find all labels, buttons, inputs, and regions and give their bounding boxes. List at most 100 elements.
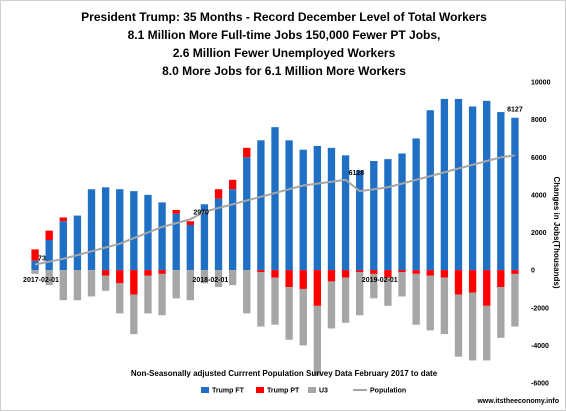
- bar-trump-pt: [511, 270, 519, 274]
- bar-trump-ft: [497, 112, 505, 271]
- bar-u3: [398, 272, 406, 297]
- bar-trump-ft: [285, 140, 293, 271]
- bar-u3: [31, 270, 39, 274]
- bar-trump-pt: [158, 270, 166, 274]
- bar-trump-ft: [384, 159, 392, 271]
- bar-trump-ft: [87, 189, 96, 271]
- bar-u3: [511, 273, 519, 327]
- line-population: [34, 154, 516, 266]
- bar-trump-pt: [299, 270, 307, 289]
- bar-trump-pt: [31, 249, 39, 261]
- bar-trump-pt: [468, 270, 477, 293]
- bar-trump-ft: [101, 187, 110, 271]
- bar-trump-pt: [497, 270, 505, 288]
- bar-trump-pt: [412, 270, 420, 274]
- bar-trump-pt: [101, 270, 110, 276]
- bar-trump-ft: [483, 100, 491, 271]
- bar-trump-ft: [130, 191, 138, 271]
- bar-trump-ft: [468, 106, 477, 271]
- bar-trump-ft: [370, 161, 378, 271]
- bar-trump-ft: [116, 189, 124, 271]
- bar-trump-pt: [228, 179, 237, 190]
- bar-u3: [172, 270, 180, 299]
- bar-trump-ft: [186, 224, 194, 271]
- bar-trump-ft: [200, 204, 209, 271]
- bar-trump-pt: [214, 189, 223, 199]
- bar-trump-ft: [172, 213, 180, 271]
- bar-u3: [285, 287, 293, 340]
- y-tick-label: -2000: [531, 305, 549, 312]
- bar-u3: [271, 277, 279, 325]
- source-credit: www.itstheeconomy.info: [477, 398, 559, 405]
- legend-label: Trump PT: [267, 388, 300, 395]
- bar-u3: [144, 275, 152, 314]
- chart-title-line-4: 8.0 More Jobs for 6.1 Million More Worke…: [162, 64, 406, 78]
- bar-u3: [313, 305, 322, 376]
- legend-swatch: [256, 387, 264, 393]
- bar-trump-ft: [398, 153, 406, 271]
- bar-trump-pt: [426, 270, 434, 276]
- x-tick-label: 2018-02-01: [192, 277, 228, 284]
- bar-trump-pt: [327, 270, 336, 282]
- bar-trump-pt: [243, 147, 251, 158]
- bar-trump-pt: [440, 270, 449, 278]
- chart-title-line-1: President Trump: 35 Months - Record Dece…: [81, 10, 487, 24]
- bar-trump-pt: [59, 217, 67, 222]
- bar-trump-ft: [299, 149, 307, 271]
- bar-trump-pt: [483, 270, 491, 306]
- bar-u3: [299, 288, 307, 346]
- y-tick-label: 4000: [531, 192, 547, 199]
- legend-swatch: [201, 387, 209, 393]
- bar-u3: [200, 270, 209, 284]
- y-tick-label: 8000: [531, 117, 547, 124]
- bar-trump-ft: [341, 155, 350, 271]
- bar-trump-pt: [384, 270, 392, 278]
- legend-label: Trump FT: [212, 388, 245, 395]
- bar-u3: [186, 270, 194, 301]
- bar-u3: [130, 294, 138, 335]
- bar-u3: [483, 305, 491, 361]
- bar-u3: [412, 273, 420, 325]
- bar-trump-pt: [271, 270, 279, 278]
- bar-trump-ft: [426, 110, 434, 271]
- bar-u3: [426, 275, 434, 331]
- data-label: 73: [38, 255, 46, 262]
- legend-swatch: [308, 387, 316, 393]
- bar-u3: [59, 270, 67, 301]
- y-tick-label: 10000: [531, 80, 551, 87]
- bar-u3: [158, 273, 166, 316]
- bar-trump-ft: [327, 147, 336, 271]
- bar-u3: [356, 272, 364, 316]
- bar-trump-ft: [158, 202, 166, 271]
- data-label: 2970: [193, 209, 209, 216]
- bar-u3: [454, 294, 463, 357]
- legend-label: U3: [319, 388, 328, 395]
- bar-u3: [116, 283, 124, 314]
- bar-trump-pt: [370, 270, 378, 274]
- y-tick-label: 0: [531, 268, 535, 275]
- x-tick-label: 2017-02-01: [23, 277, 59, 284]
- y-tick-label: -4000: [531, 343, 549, 350]
- bar-u3: [45, 270, 53, 286]
- bar-u3: [73, 270, 82, 301]
- bar-trump-ft: [440, 98, 449, 271]
- bar-trump-pt: [313, 270, 322, 306]
- bar-trump-pt: [45, 230, 53, 241]
- bar-u3: [384, 277, 392, 306]
- bar-trump-pt: [341, 270, 350, 278]
- bar-trump-ft: [454, 98, 463, 271]
- bar-trump-pt: [186, 221, 194, 225]
- bar-trump-pt: [116, 270, 124, 284]
- bar-u3: [87, 270, 96, 297]
- bar-trump-pt: [398, 270, 406, 273]
- bar-u3: [228, 270, 237, 286]
- bar-trump-pt: [172, 209, 180, 214]
- bar-trump-ft: [31, 260, 39, 271]
- bar-trump-pt: [285, 270, 293, 288]
- bar-u3: [497, 287, 505, 338]
- bar-u3: [468, 292, 477, 361]
- chart-subtitle: Non-Seasonally adjusted Currrent Populat…: [130, 369, 438, 378]
- y-tick-label: 6000: [531, 155, 547, 162]
- bar-u3: [214, 270, 223, 288]
- bar-trump-ft: [228, 189, 237, 271]
